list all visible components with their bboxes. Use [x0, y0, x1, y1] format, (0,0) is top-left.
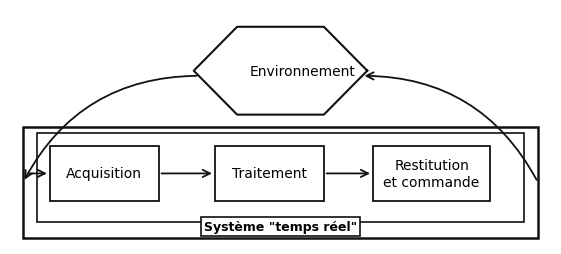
Bar: [23, 127, 538, 238]
Bar: [373, 146, 490, 201]
Bar: [215, 146, 324, 201]
Bar: [37, 133, 524, 222]
FancyArrowPatch shape: [25, 76, 196, 178]
Text: Système "temps réel": Système "temps réel": [204, 220, 357, 233]
Bar: [50, 146, 159, 201]
Text: Traitement: Traitement: [232, 167, 307, 181]
FancyArrowPatch shape: [366, 73, 537, 180]
Text: Acquisition: Acquisition: [66, 167, 142, 181]
Polygon shape: [194, 28, 367, 115]
Text: Restitution
et commande: Restitution et commande: [384, 159, 480, 189]
Text: Environnement: Environnement: [249, 65, 355, 78]
